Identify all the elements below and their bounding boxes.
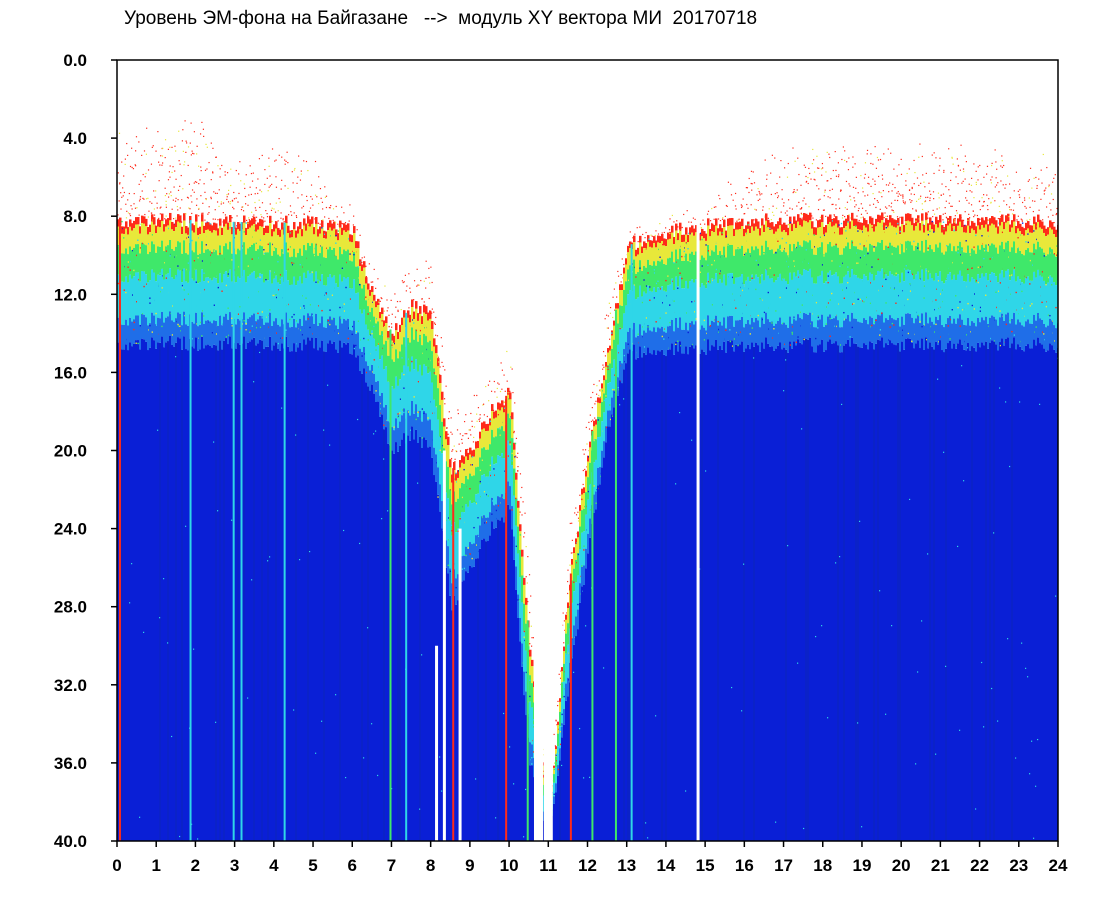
x-tick-label: 17 xyxy=(774,856,793,875)
x-axis: 0 1 2 3 4 5 6 7 8 9 10 11 12 13 14 15 16 17 18 19 20 21 22 23 24 xyxy=(112,841,1068,875)
streak xyxy=(405,312,408,841)
x-tick-label: 9 xyxy=(465,856,474,875)
streak xyxy=(118,220,121,841)
y-tick-label: 36.0 xyxy=(54,754,87,773)
streak xyxy=(614,309,617,841)
data-gaps xyxy=(435,60,700,841)
y-tick-label: 32.0 xyxy=(54,676,87,695)
x-tick-label: 24 xyxy=(1049,856,1068,875)
x-tick-label: 16 xyxy=(735,856,754,875)
spectrogram-area xyxy=(117,60,1058,841)
data-gap xyxy=(543,60,553,841)
data-gap xyxy=(696,216,700,841)
y-tick-label: 20.0 xyxy=(54,442,87,461)
streak xyxy=(189,220,192,841)
x-tick-label: 14 xyxy=(656,856,675,875)
x-tick-label: 1 xyxy=(151,856,160,875)
x-tick-label: 8 xyxy=(426,856,435,875)
x-tick-label: 4 xyxy=(269,856,279,875)
y-tick-label: 8.0 xyxy=(63,207,87,226)
chart-title: Уровень ЭМ-фона на Байгазане --> модуль … xyxy=(124,8,758,29)
x-tick-label: 5 xyxy=(308,856,317,875)
x-tick-label: 6 xyxy=(348,856,357,875)
y-tick-label: 4.0 xyxy=(63,129,87,148)
streak xyxy=(630,244,633,841)
vertical-streaks xyxy=(118,220,633,841)
x-tick-label: 11 xyxy=(539,856,557,875)
x-tick-label: 19 xyxy=(852,856,871,875)
y-tick-label: 40.0 xyxy=(54,832,87,851)
x-tick-label: 3 xyxy=(230,856,239,875)
x-tick-label: 18 xyxy=(813,856,832,875)
x-tick-label: 22 xyxy=(970,856,989,875)
y-tick-label: 16.0 xyxy=(54,363,87,382)
y-tick-label: 24.0 xyxy=(54,520,87,539)
x-tick-label: 20 xyxy=(892,856,911,875)
data-gap xyxy=(442,450,446,841)
data-gap xyxy=(553,60,563,666)
x-tick-label: 13 xyxy=(617,856,636,875)
streak xyxy=(526,620,529,841)
x-tick-label: 23 xyxy=(1009,856,1028,875)
x-tick-label: 10 xyxy=(500,856,519,875)
streak xyxy=(591,430,594,841)
streak xyxy=(232,221,235,841)
x-tick-label: 7 xyxy=(387,856,396,875)
x-tick-label: 0 xyxy=(112,856,121,875)
streak xyxy=(569,573,572,841)
streak xyxy=(240,222,243,841)
x-tick-label: 21 xyxy=(931,856,950,875)
y-axis: 0.0 4.0 8.0 12.0 16.0 20.0 24.0 28.0 32.0 36.0 40.… xyxy=(54,51,117,851)
y-tick-label: 12.0 xyxy=(54,285,87,304)
y-tick-label: 0.0 xyxy=(63,51,87,70)
streak xyxy=(283,222,286,841)
x-tick-label: 2 xyxy=(191,856,200,875)
x-tick-label: 15 xyxy=(696,856,715,875)
x-tick-label: 12 xyxy=(578,856,597,875)
streak xyxy=(505,395,508,841)
streak xyxy=(389,329,392,841)
data-gap xyxy=(435,645,439,841)
y-tick-label: 28.0 xyxy=(54,598,87,617)
spectrogram-columns xyxy=(117,120,1058,841)
streak xyxy=(452,468,455,841)
data-gap xyxy=(533,60,543,841)
data-gap xyxy=(458,528,462,841)
